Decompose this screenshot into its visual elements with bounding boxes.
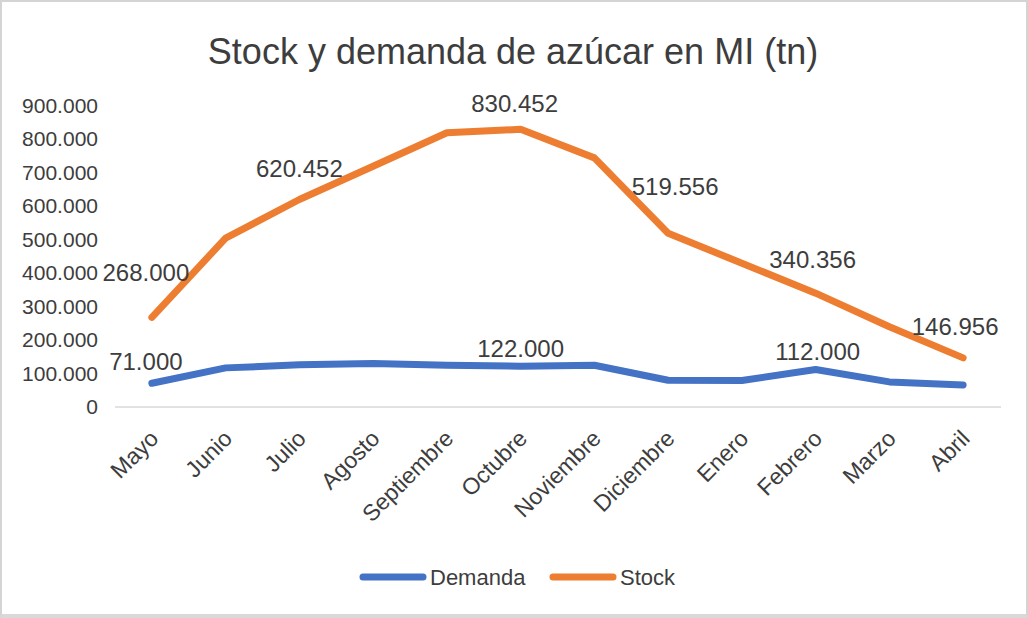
y-axis-tick-label: 800.000 (22, 127, 98, 150)
legend-label-demanda: Demanda (430, 565, 526, 590)
x-axis-category-label: Enero (692, 425, 754, 487)
x-axis-category-label: Julio (259, 425, 311, 477)
chart-title: Stock y demanda de azúcar en MI (tn) (208, 31, 818, 72)
demanda-data-label: 71.000 (109, 348, 182, 375)
x-axis-category-label: Junio (180, 425, 237, 482)
chart-frame: Stock y demanda de azúcar en MI (tn) 0 100… (0, 0, 1028, 618)
y-axis-tick-label: 0 (86, 395, 98, 418)
y-axis-tick-label: 100.000 (22, 362, 98, 385)
y-axis-tick-label: 300.000 (22, 295, 98, 318)
y-axis-tick-label: 400.000 (22, 261, 98, 284)
line-chart-stock-demanda: Stock y demanda de azúcar en MI (tn) 0 100… (2, 2, 1026, 614)
demanda-data-label: 122.000 (477, 335, 564, 362)
legend-label-stock: Stock (620, 565, 676, 590)
stock-data-label: 146.956 (912, 313, 999, 340)
stock-data-label: 519.556 (632, 173, 719, 200)
demanda-series-line (152, 364, 963, 385)
x-axis-category-label: Abril (924, 425, 975, 476)
y-axis-tick-label: 200.000 (22, 328, 98, 351)
stock-data-label: 620.452 (256, 155, 343, 182)
x-axis-category-label: Diciembre (588, 425, 680, 517)
stock-data-label: 268.000 (102, 259, 189, 286)
x-axis-category-label: Agosto (316, 425, 385, 494)
y-axis-tick-label: 500.000 (22, 228, 98, 251)
y-axis-tick-label: 600.000 (22, 194, 98, 217)
x-axis-category-label: Mayo (105, 425, 163, 483)
y-axis-tick-label: 900.000 (22, 94, 98, 117)
x-axis-category-label: Febrero (752, 425, 827, 500)
x-axis-category-label: Marzo (837, 425, 901, 489)
stock-data-label: 830.452 (471, 90, 558, 117)
x-axis-category-label: Octubre (456, 425, 532, 501)
stock-data-label: 340.356 (769, 246, 856, 273)
y-axis-tick-label: 700.000 (22, 161, 98, 184)
demanda-data-label: 112.000 (775, 338, 860, 365)
